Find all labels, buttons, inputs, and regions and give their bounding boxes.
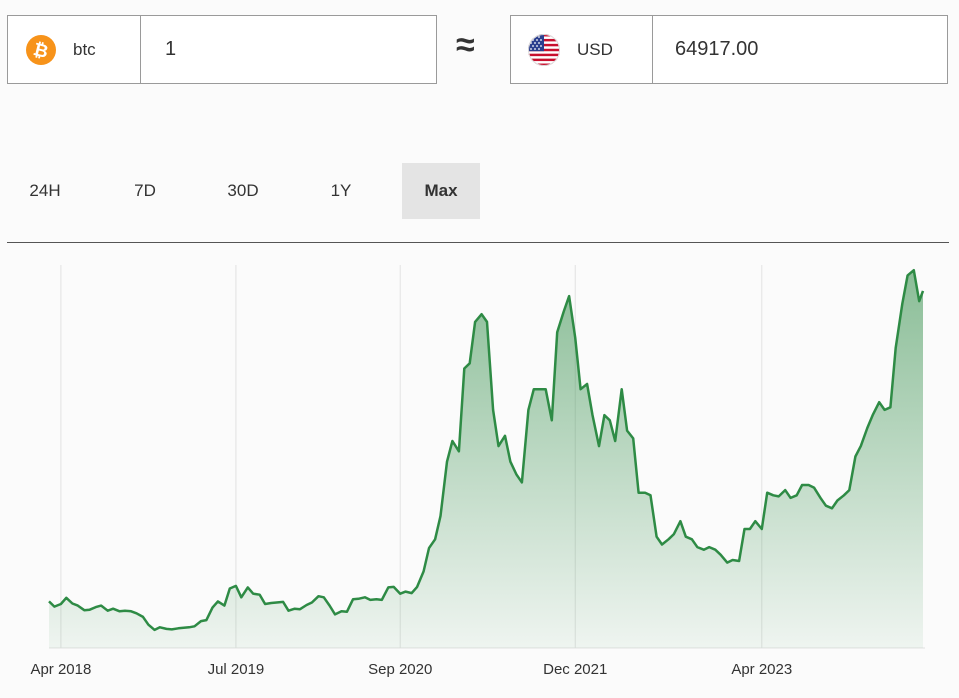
- x-tick-label: Apr 2018: [30, 661, 91, 678]
- from-amount-input[interactable]: [141, 16, 436, 83]
- tab-7d[interactable]: 7D: [134, 181, 156, 200]
- to-currency-label: USD: [577, 39, 613, 59]
- tab-max[interactable]: Max: [402, 163, 480, 219]
- to-currency-selector[interactable]: USD: [511, 16, 653, 83]
- x-tick-label: Apr 2023: [731, 661, 792, 678]
- tab-30d[interactable]: 30D: [227, 181, 259, 200]
- price-line: [48, 268, 925, 632]
- tab-1y[interactable]: 1Y: [330, 181, 352, 200]
- price-chart-svg: Apr 2018 Jul 2019 Sep 2020 Dec 2021 Apr 2023: [30, 265, 925, 678]
- to-currency-box: USD: [510, 15, 948, 84]
- time-range-tabs: 24H 7D 30D 1Y Max: [7, 163, 607, 219]
- svg-text:₿: ₿: [31, 39, 50, 62]
- price-chart: Apr 2018 Jul 2019 Sep 2020 Dec 2021 Apr 2023: [0, 243, 959, 698]
- to-amount-input[interactable]: [653, 16, 947, 83]
- from-currency-box: ₿ btc: [7, 15, 437, 84]
- bitcoin-icon: ₿: [26, 34, 56, 65]
- from-currency-selector[interactable]: ₿ btc: [8, 16, 141, 83]
- tab-24h[interactable]: 24H: [29, 181, 61, 200]
- approx-symbol: ≈: [456, 26, 475, 64]
- tabs-divider: [7, 242, 949, 243]
- us-flag-icon: [528, 33, 560, 66]
- x-tick-label: Jul 2019: [208, 661, 265, 678]
- from-currency-label: btc: [73, 39, 96, 59]
- currency-converter: ₿ btc ≈: [0, 0, 959, 100]
- x-tick-label: Dec 2021: [543, 661, 607, 678]
- price-area: [49, 270, 923, 648]
- x-tick-label: Sep 2020: [368, 661, 432, 678]
